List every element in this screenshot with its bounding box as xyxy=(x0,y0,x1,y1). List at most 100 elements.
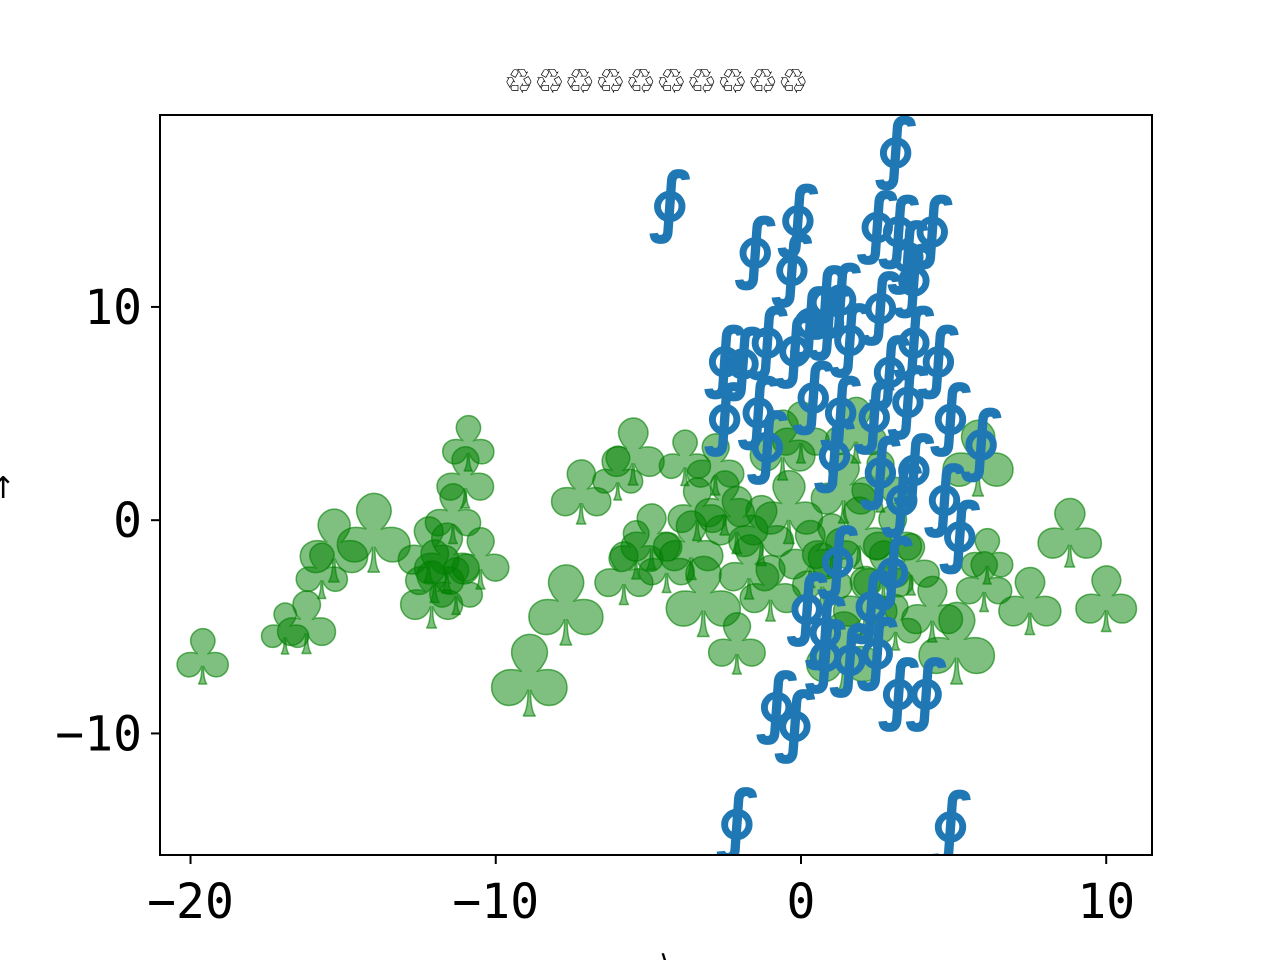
y-tick-label: −10 xyxy=(55,706,142,762)
green-club-point: ♣ xyxy=(654,535,753,663)
blue-integral-point: ∮ xyxy=(877,644,920,733)
blue-integral-point: ∮ xyxy=(813,405,856,494)
green-club-point: ♣ xyxy=(434,400,502,489)
blue-integral-point: ∮ xyxy=(648,155,691,244)
blue-integral-point: ∮ xyxy=(859,258,902,347)
blue-integral-point: ∮ xyxy=(877,181,920,270)
blue-integral-point: ∮ xyxy=(737,362,780,451)
green-club-point: ♣ xyxy=(696,468,778,575)
green-club-point: ♣ xyxy=(404,504,490,616)
blue-integral-point: ∮ xyxy=(804,605,847,694)
blue-integral-point: ∮ xyxy=(770,219,813,308)
blue-integral-point: ∮ xyxy=(886,206,929,295)
blue-integral-point: ∮ xyxy=(816,511,859,600)
blue-integral-point: ∮ xyxy=(880,450,923,539)
blue-integral-point: ∮ xyxy=(828,290,871,379)
green-club-point: ♣ xyxy=(730,538,811,643)
x-axis-label: ⟩ xyxy=(659,949,671,960)
green-club-point: ♣ xyxy=(744,450,834,567)
blue-integral-point: ∮ xyxy=(804,582,847,671)
green-club-point: ♣ xyxy=(989,549,1071,656)
green-club-point: ♣ xyxy=(630,517,704,612)
green-club-point: ♣ xyxy=(801,434,887,546)
green-club-point: ♣ xyxy=(823,549,907,658)
green-club-point: ♣ xyxy=(585,432,651,518)
green-club-point: ♣ xyxy=(254,589,317,671)
blue-integral-point: ∮ xyxy=(868,322,911,411)
green-club-point: ♣ xyxy=(769,502,851,609)
blue-integral-point: ∮ xyxy=(893,420,936,509)
green-club-point: ♣ xyxy=(416,468,490,563)
green-club-point: ♣ xyxy=(816,380,897,485)
green-club-point: ♣ xyxy=(678,417,753,515)
y-tick-label: 0 xyxy=(113,493,142,549)
green-club-point: ♣ xyxy=(1066,548,1147,653)
green-club-point: ♣ xyxy=(947,537,1021,632)
chart-title: ♲♲♲♲♲♲♲♲♲♲ xyxy=(504,62,809,102)
blue-integral-point: ∮ xyxy=(807,273,850,362)
green-club-point: ♣ xyxy=(268,575,345,675)
green-club-point: ♣ xyxy=(844,523,923,626)
blue-integral-point: ∮ xyxy=(859,422,902,511)
green-club-point: ♣ xyxy=(873,517,948,615)
blue-integral-point: ∮ xyxy=(774,300,817,389)
blue-integral-point: ∮ xyxy=(746,396,789,485)
green-club-point: ♣ xyxy=(1027,481,1111,590)
green-club-point: ♣ xyxy=(659,461,736,561)
blue-integral-point: ∮ xyxy=(853,366,896,455)
y-tick-label: 10 xyxy=(84,280,142,336)
green-club-point: ♣ xyxy=(585,525,662,625)
blue-integral-point: ∮ xyxy=(703,311,746,400)
blue-integral-point: ∮ xyxy=(850,556,893,645)
blue-integral-point: ∮ xyxy=(938,486,981,575)
green-club-point: ♣ xyxy=(953,513,1021,602)
blue-integral-point: ∮ xyxy=(746,292,789,381)
blue-integral-point: ∮ xyxy=(774,676,817,765)
green-club-point: ♣ xyxy=(843,434,918,532)
green-club-point: ♣ xyxy=(443,511,518,609)
blue-integral-point: ∮ xyxy=(792,347,835,436)
green-club-point: ♣ xyxy=(718,476,804,588)
x-axis: −20 −10 0 10 xyxy=(147,855,1135,930)
blue-integral-point: ∮ xyxy=(856,603,899,692)
green-club-point: ♣ xyxy=(169,613,237,702)
blue-integral-point: ∮ xyxy=(804,251,847,340)
blue-integral-point: ∮ xyxy=(856,177,899,266)
plot-marks: ♣ ♣♣♣♣♣ ♣♣♣♣♣♣♣♣♣♣♣♣♣♣♣♣♣♣♣♣♣♣♣♣♣♣♣♣♣♣♣♣♣♣… xyxy=(168,102,1147,865)
blue-integral-point: ∮ xyxy=(819,249,862,338)
green-club-point: ♣ xyxy=(854,489,931,589)
blue-integral-point: ∮ xyxy=(960,394,1003,483)
green-club-point: ♣ xyxy=(685,453,764,556)
x-tick-label: 0 xyxy=(787,874,816,930)
green-club-point: ♣ xyxy=(783,525,862,628)
blue-integral-point: ∮ xyxy=(893,230,936,319)
blue-integral-point: ∮ xyxy=(786,558,829,647)
green-club-point: ♣ xyxy=(517,543,616,671)
green-club-point: ♣ xyxy=(794,590,893,718)
y-axis: −10 0 10 xyxy=(55,280,160,762)
green-club-point: ♣ xyxy=(611,487,692,592)
green-club-point: ♣ xyxy=(793,498,870,598)
green-club-point: ♣ xyxy=(289,489,379,606)
blue-integral-point: ∮ xyxy=(929,776,972,865)
green-club-point: ♣ xyxy=(600,505,672,598)
blue-integral-point: ∮ xyxy=(905,644,948,733)
blue-integral-point: ∮ xyxy=(789,273,832,362)
green-club-point: ♣ xyxy=(763,385,838,483)
blue-integral-point: ∮ xyxy=(871,522,914,611)
blue-integral-point: ∮ xyxy=(703,369,746,458)
blue-integral-point: ∮ xyxy=(777,170,820,259)
green-club-point: ♣ xyxy=(740,391,826,503)
green-club-point: ♣ xyxy=(815,478,903,592)
blue-integral-point: ∮ xyxy=(828,610,871,699)
green-club-point: ♣ xyxy=(325,473,422,598)
green-club-point: ♣ xyxy=(396,523,473,623)
blue-integral-point: ∮ xyxy=(923,450,966,539)
green-club-point: ♣ xyxy=(651,415,719,504)
green-club-point: ♣ xyxy=(710,517,789,620)
blue-integral-point: ∮ xyxy=(874,102,917,191)
blue-integral-point: ∮ xyxy=(819,362,862,451)
x-tick-label: −10 xyxy=(452,874,539,930)
green-club-point: ♣ xyxy=(421,543,491,633)
